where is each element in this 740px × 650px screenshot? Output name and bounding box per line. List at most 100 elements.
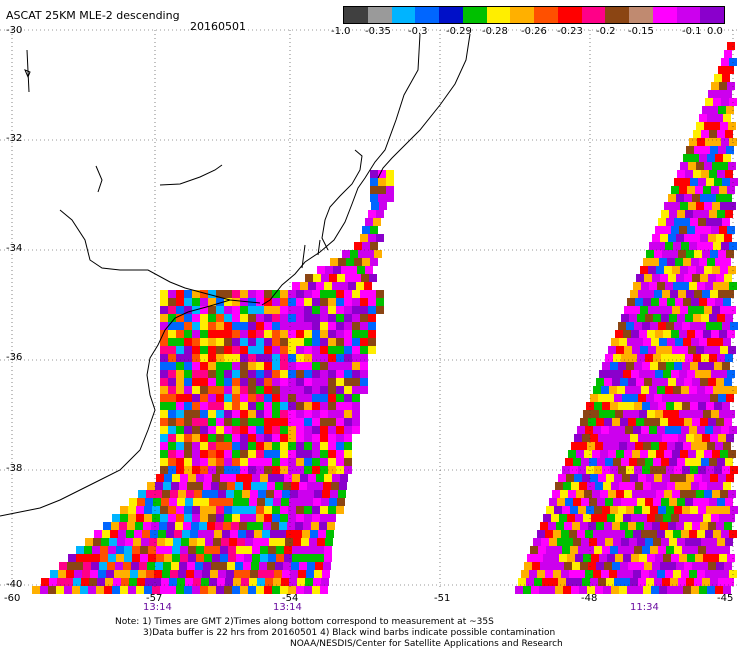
swath-cell bbox=[651, 442, 659, 450]
swath-cell bbox=[651, 298, 659, 306]
swath-cell bbox=[716, 562, 724, 570]
swath-cell bbox=[727, 514, 735, 522]
swath-cell bbox=[595, 442, 603, 450]
swath-cell bbox=[570, 466, 578, 474]
swath-cell bbox=[671, 330, 679, 338]
swath-cell bbox=[666, 546, 674, 554]
swath-cell bbox=[724, 418, 732, 426]
swath-cell bbox=[715, 482, 723, 490]
swath-cell bbox=[716, 378, 724, 386]
swath-cell bbox=[716, 418, 724, 426]
swath-cell bbox=[324, 282, 332, 290]
swath-cell bbox=[336, 378, 344, 386]
swath-cell bbox=[344, 394, 352, 402]
swath-cell bbox=[589, 458, 597, 466]
swath-cell bbox=[224, 418, 232, 426]
swath-cell bbox=[672, 202, 680, 210]
swath-cell bbox=[264, 330, 272, 338]
swath-cell bbox=[360, 234, 368, 242]
swath-cell bbox=[200, 338, 208, 346]
swath-cell bbox=[256, 394, 264, 402]
swath-cell bbox=[296, 586, 304, 594]
swath-cell bbox=[308, 554, 316, 562]
swath-cell bbox=[650, 466, 658, 474]
swath-cell bbox=[613, 498, 621, 506]
swath-cell bbox=[216, 426, 224, 434]
swath-cell bbox=[224, 290, 232, 298]
swath-cell bbox=[336, 426, 344, 434]
swath-cell bbox=[237, 538, 245, 546]
swath-cell bbox=[75, 562, 83, 570]
swath-cell bbox=[352, 426, 360, 434]
swath-cell bbox=[208, 370, 216, 378]
swath-cell bbox=[574, 578, 582, 586]
swath-cell bbox=[716, 194, 724, 202]
swath-cell bbox=[192, 410, 200, 418]
swath-cell bbox=[116, 554, 124, 562]
swath-cell bbox=[288, 306, 296, 314]
swath-cell bbox=[224, 338, 232, 346]
swath-cell bbox=[288, 322, 296, 330]
swath-cell bbox=[187, 482, 195, 490]
swath-cell bbox=[208, 586, 216, 594]
swath-cell bbox=[316, 554, 324, 562]
swath-cell bbox=[174, 530, 182, 538]
swath-cell bbox=[610, 402, 618, 410]
swath-cell bbox=[200, 506, 208, 514]
swath-cell bbox=[627, 586, 635, 594]
swath-cell bbox=[122, 570, 130, 578]
swath-cell bbox=[691, 586, 699, 594]
swath-cell bbox=[287, 522, 295, 530]
swath-cell bbox=[637, 354, 645, 362]
swath-cell bbox=[352, 402, 360, 410]
swath-cell bbox=[694, 394, 702, 402]
swath-cell bbox=[622, 474, 630, 482]
swath-cell bbox=[674, 546, 682, 554]
swath-cell bbox=[655, 226, 663, 234]
swath-cell bbox=[684, 234, 692, 242]
swath-cell bbox=[176, 346, 184, 354]
swath-cell bbox=[183, 522, 191, 530]
swath-cell bbox=[336, 450, 344, 458]
swath-cell bbox=[623, 330, 631, 338]
swath-cell bbox=[726, 474, 734, 482]
swath-cell bbox=[578, 466, 586, 474]
swath-cell bbox=[715, 298, 723, 306]
swath-cell bbox=[554, 546, 562, 554]
swath-cell bbox=[669, 354, 677, 362]
swath-cell bbox=[344, 386, 352, 394]
swath-cell bbox=[290, 490, 298, 498]
swath-cell bbox=[670, 474, 678, 482]
swath-cell bbox=[529, 570, 537, 578]
swath-cell bbox=[208, 290, 216, 298]
swath-cell bbox=[683, 482, 691, 490]
swath-cell bbox=[288, 330, 296, 338]
swath-cell bbox=[599, 554, 607, 562]
swath-cell bbox=[320, 314, 328, 322]
swath-cell bbox=[670, 578, 678, 586]
swath-cell bbox=[346, 258, 354, 266]
swath-cell bbox=[108, 554, 116, 562]
swath-cell bbox=[90, 570, 98, 578]
swath-cell bbox=[725, 130, 733, 138]
lon-label: -54 bbox=[282, 593, 299, 604]
swath-cell bbox=[633, 530, 641, 538]
swath-cell bbox=[168, 290, 176, 298]
swath-cell bbox=[611, 586, 619, 594]
swath-cell bbox=[208, 458, 216, 466]
swath-cell bbox=[176, 354, 184, 362]
swath-cell bbox=[232, 338, 240, 346]
swath-cell bbox=[200, 378, 208, 386]
swath-cell bbox=[714, 74, 722, 82]
swath-cell bbox=[709, 170, 717, 178]
swath-cell bbox=[200, 322, 208, 330]
swath-cell bbox=[304, 386, 312, 394]
swath-cell bbox=[594, 506, 602, 514]
swath-cell bbox=[257, 498, 265, 506]
swath-cell bbox=[156, 474, 164, 482]
swath-cell bbox=[563, 586, 571, 594]
swath-cell bbox=[604, 562, 612, 570]
swath-cell bbox=[98, 570, 106, 578]
swath-cell bbox=[208, 442, 216, 450]
swath-cell bbox=[368, 330, 376, 338]
